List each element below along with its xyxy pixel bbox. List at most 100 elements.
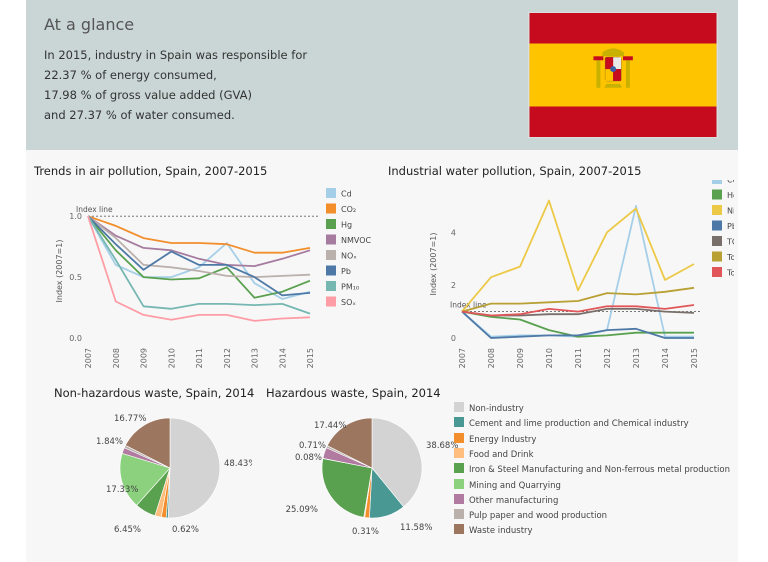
legend-swatch [454,478,464,489]
air-chart-title: Trends in air pollution, Spain, 2007-201… [34,164,268,178]
legend-swatch [712,180,722,184]
y-axis-label: Index (2007=1) [55,240,64,303]
pie-data-label: 0.62% [172,525,199,535]
legend-swatch [326,219,336,229]
air-pollution-chart: 0.0 0.5 1.0 Index (2007=1) Index line 2007 200… [55,188,372,368]
pie-data-label: 48.43% [224,459,252,469]
spain-flag-icon [528,12,718,138]
series-line-totn [461,286,695,313]
pie-data-label: 11.58% [400,523,432,533]
legend-label: CO₂ [341,205,356,214]
non-hazardous-waste-pie: 48.43% 0.62% 6.45% 17.33% 1.84% 16.77% [96,414,252,535]
legend-label: Tot-N [726,253,734,262]
legend-swatch [712,220,722,231]
series-line-totp [461,304,695,317]
legend-swatch [712,267,722,277]
legend-label: Non-industry [469,404,524,414]
series-line-pm [87,215,311,315]
y-tick-label: 0 [451,334,456,343]
x-tick-label: 2010 [167,348,176,368]
legend-label: PM₁₀ [341,283,359,292]
legend-label: Cd [341,190,352,199]
x-tick-label: 2009 [516,348,525,368]
summary-line-3: 17.98 % of gross value added (GVA) [44,88,252,102]
legend-swatch [326,296,336,307]
legend-label: Pb [341,267,351,276]
pie-slice [119,452,171,506]
x-tick-label: 2015 [306,348,315,368]
legend-label: Other manufacturing [469,495,559,506]
index-line-label: Index line [76,205,113,214]
x-tick-label: 2008 [487,348,496,368]
legend-swatch [326,281,336,291]
legend-item: Cement and lime production and Chemical … [454,417,689,429]
legend-swatch [454,463,464,474]
x-tick-label: 2012 [603,348,612,368]
legend-label: Energy Industry [469,434,537,445]
series-line-pb [87,215,311,297]
legend-label: Pb [727,222,734,231]
series-line-hg [461,310,694,338]
legend-swatch [326,234,336,245]
pie-data-label: 16.77% [114,414,146,424]
legend-swatch [712,236,722,246]
legend-label: Hg [341,221,352,230]
pie-data-label: 38.68% [426,441,458,451]
gva-share-text: of gross value added (GVA) [91,88,252,102]
waste-legend: Non-industry Cement and lime production a… [454,402,734,542]
legend-label: Mining and Quarrying [469,480,561,491]
legend-swatch [454,417,464,428]
y-tick-label: 0.0 [69,334,82,343]
hazardous-waste-pie: 38.68% 11.58% 0.31% 25.09% 0.08% 0.71% 17.44% [286,417,458,537]
energy-share-value: 22.37 % [44,68,92,82]
y-tick-label: 2 [451,281,456,290]
page-title: At a glance [44,15,135,34]
y-tick-label: 0.5 [69,273,82,282]
legend-swatch [326,265,336,276]
series-line-so [87,215,311,322]
legend-item: Energy Industry [454,432,537,445]
x-tick-label: 2015 [690,348,699,368]
series-line-ni [461,199,695,313]
water-chart-title: Industrial water pollution, Spain, 2007-… [388,164,642,178]
legend-label: Hg [727,191,734,200]
y-axis-label: Index (2007=1) [429,233,438,296]
water-share-text: of water consumed. [116,108,235,122]
legend-label: Food and Drink [469,449,534,460]
legend-swatch [712,189,722,200]
x-tick-label: 2008 [112,348,121,368]
pie-data-label: 25.09% [286,505,318,515]
nonhaz-chart-title: Non-hazardous waste, Spain, 2014 [54,386,255,400]
legend-item: Iron & Steel Manufacturing and Non-ferro… [454,463,730,475]
y-tick-label: 4 [451,228,456,237]
legend-item: Waste industry [454,524,533,536]
legend-label: Ni [727,207,734,216]
legend-item: Non-industry [454,402,524,414]
x-tick-label: 2013 [251,348,260,368]
x-tick-label: 2013 [632,348,641,368]
pie-data-label: 0.31% [352,527,379,537]
pie-slice [167,417,221,519]
pie-data-label: 0.71% [299,441,326,451]
legend-label: NMVOC [341,236,372,245]
x-tick-label: 2010 [545,348,554,368]
pie-data-label: 17.44% [314,421,346,431]
legend-swatch [454,447,464,458]
pie-data-label: 0.08% [295,453,322,463]
charts-area: Trends in air pollution, Spain, 2007-201… [26,150,738,562]
summary-intro: In 2015, industry in Spain was responsib… [44,48,308,62]
legend-label: NOₓ [341,252,357,261]
x-tick-label: 2014 [661,348,670,368]
gva-share-value: 17.98 % [44,88,92,102]
legend-swatch [454,509,464,520]
pie-slice [321,458,373,518]
legend-swatch [454,432,464,443]
pie-data-label: 6.45% [114,525,141,535]
legend-label: Pulp paper and wood production [469,511,608,522]
x-tick-label: 2007 [84,348,93,368]
at-a-glance-panel: At a glance In 2015, industry in Spain w… [26,0,738,150]
legend-swatch [326,250,336,260]
legend-swatch [454,493,464,504]
series-line-pb [461,310,694,339]
